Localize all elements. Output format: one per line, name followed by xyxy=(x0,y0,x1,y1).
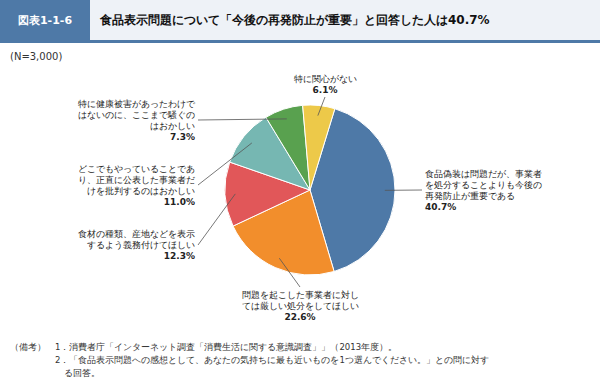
slice-label-line: 再発防止が重要である xyxy=(425,191,515,201)
footnotes: （備考） 1．消費者庁「インターネット調査「消費生活に関する意識調査」」（201… xyxy=(10,342,489,378)
footnote: （備考） 1．消費者庁「インターネット調査「消費生活に関する意識調査」」（201… xyxy=(10,342,397,352)
header-rule xyxy=(0,40,600,43)
chart: 図表1-1-6 食品表示問題について「今後の再発防止が重要」と回答した人は40.7… xyxy=(0,0,600,386)
footnote: 2．「食品表示問題への感想として、あなたの気持ちに最も近いものを1つ選んでくださ… xyxy=(10,355,489,365)
sample-size: (N=3,000) xyxy=(10,51,62,62)
slice-label-line: 食品偽装は問題だが、事業者 xyxy=(425,169,542,179)
slice-label-line: けを批判するのはおかしい xyxy=(87,186,195,196)
footnote: る回答。 xyxy=(10,368,100,378)
leader-line xyxy=(318,97,325,116)
slice-label-line: はないのに、ここまで騒ぐの xyxy=(78,110,195,120)
leader-line xyxy=(198,143,252,185)
value-label: 12.3% xyxy=(164,251,195,261)
leader-line xyxy=(385,190,422,191)
value-label: 11.0% xyxy=(164,197,195,207)
leader-line xyxy=(198,194,235,245)
value-label: 7.3% xyxy=(170,132,195,142)
slice-label-line: どこでもやっていることであ xyxy=(78,164,195,174)
slice-label-line: を処分することよりも今後の xyxy=(425,180,542,190)
leader-line xyxy=(198,119,287,120)
value-label: 40.7% xyxy=(425,202,456,212)
slice-label-line: ては厳しい処分をしてほしい xyxy=(242,301,359,311)
header-box xyxy=(0,0,90,40)
slice-label: 食材の種類、産地などを表示するよう義務付けてほしい xyxy=(78,229,195,250)
slice-label: 特に健康被害があったわけではないのに、ここまで騒ぐのはおかしい xyxy=(78,99,196,131)
slice xyxy=(303,105,335,190)
slice-label: 問題を起こした事業者に対しては厳しい処分をしてほしい xyxy=(242,290,359,311)
leader-line xyxy=(279,258,300,287)
title: 食品表示問題について「今後の再発防止が重要」と回答した人は40.7% xyxy=(99,13,490,27)
header-background xyxy=(0,0,600,40)
slice-label-line: り、正直に公表した事業者だ xyxy=(78,175,195,185)
slice-label: 特に関心がない xyxy=(294,74,357,84)
value-label: 6.1% xyxy=(313,85,338,95)
value-label: 22.6% xyxy=(284,312,315,322)
slice-label-line: するよう義務付けてほしい xyxy=(87,240,195,250)
slice-label: どこでもやっていることであり、正直に公表した事業者だけを批判するのはおかしい xyxy=(78,164,195,196)
slice-label-line: 特に関心がない xyxy=(294,74,357,84)
slice-label-line: 問題を起こした事業者に対し xyxy=(242,290,359,300)
pie xyxy=(225,105,395,275)
slice-labels: 食品偽装は問題だが、事業者を処分することよりも今後の再発防止が重要である40.7… xyxy=(78,74,542,322)
slice-label-line: 食材の種類、産地などを表示 xyxy=(78,229,195,239)
figure-number: 図表1-1-6 xyxy=(18,14,72,27)
slice-label-line: 特に健康被害があったわけで xyxy=(78,99,196,109)
header: 図表1-1-6 食品表示問題について「今後の再発防止が重要」と回答した人は40.7… xyxy=(0,0,600,43)
slice-label: 食品偽装は問題だが、事業者を処分することよりも今後の再発防止が重要である xyxy=(425,169,542,201)
slice-label-line: はおかしい xyxy=(150,121,195,131)
